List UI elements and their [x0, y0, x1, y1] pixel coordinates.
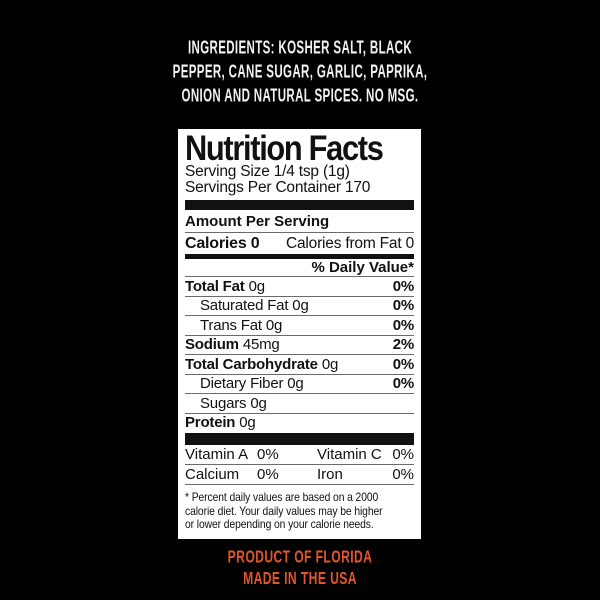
- nutrient-label: Sugars: [200, 394, 247, 412]
- daily-value-header: % Daily Value*: [185, 259, 414, 277]
- nutrient-amount: 0g: [292, 297, 309, 315]
- nutrient-amount: 0g: [287, 375, 304, 393]
- vitamin-row-1: Vitamin A 0% Vitamin C 0%: [185, 445, 414, 465]
- product-of-florida: PRODUCT OF FLORIDA: [227, 548, 373, 568]
- nutrient-amount: 0g: [248, 277, 266, 295]
- nutrient-label: Saturated Fat: [200, 297, 289, 315]
- origin-text: PRODUCT OF FLORIDA MADE IN THE USA: [72, 547, 528, 590]
- daily-value-footnote: * Percent daily values are based on a 20…: [185, 490, 383, 532]
- nutrient-amount: 0g: [265, 316, 283, 334]
- ingredients-line: ONION AND NATURAL SPICES. NO MSG.: [181, 86, 419, 107]
- ingredients-line: PEPPER, CANE SUGAR, GARLIC, PAPRIKA,: [172, 62, 428, 82]
- nutrition-facts-panel: Nutrition Facts Serving Size 1/4 tsp (1g…: [178, 129, 421, 539]
- calories-row: Calories 0 Calories from Fat 0: [185, 233, 414, 254]
- ingredients-line: INGREDIENTS: KOSHER SALT, BLACK: [187, 38, 413, 58]
- calories-from-fat: Calories from Fat 0: [286, 234, 414, 252]
- servings-per-container: Servings Per Container 170: [185, 179, 371, 196]
- calcium-label: Calcium: [185, 466, 240, 483]
- nutrient-label: Trans Fat: [200, 316, 262, 334]
- nutrient-label: Total Carbohydrate: [185, 355, 318, 373]
- nutrient-label: Dietary Fiber: [200, 375, 284, 393]
- calories-value: Calories 0: [185, 234, 260, 252]
- nutrient-amount: 45mg: [242, 336, 280, 354]
- nutrient-row-total-carbohydrate: Total Carbohydrate 0g 0%: [185, 355, 414, 375]
- vitamin-c-value: 0%: [392, 446, 414, 463]
- calcium-value: 0%: [257, 466, 279, 483]
- vitamin-a-label: Vitamin A: [185, 446, 249, 463]
- nutrient-row-total-fat: Total Fat 0g 0%: [185, 277, 414, 297]
- amount-per-serving: Amount Per Serving: [185, 210, 414, 233]
- vitamin-a-value: 0%: [257, 446, 279, 463]
- vitamin-c-label: Vitamin C: [317, 446, 382, 463]
- nutrient-dv: 0%: [392, 355, 414, 373]
- ingredients-text: INGREDIENTS: KOSHER SALT, BLACK PEPPER, …: [84, 36, 516, 108]
- nutrient-amount: 0g: [250, 394, 267, 412]
- iron-value: 0%: [392, 466, 414, 483]
- nutrient-amount: 0g: [321, 355, 339, 373]
- iron-label: Iron: [317, 466, 343, 483]
- footnote-line: calorie diet. Your daily values may be h…: [185, 503, 383, 518]
- nutrient-label: Sodium: [185, 336, 239, 354]
- divider-medium: [185, 254, 414, 259]
- nutrient-row-trans-fat: Trans Fat 0g 0%: [185, 316, 414, 336]
- nutrient-label: Protein: [185, 414, 236, 432]
- divider-thick-top: [185, 200, 414, 210]
- made-in-usa: MADE IN THE USA: [243, 569, 357, 589]
- nutrition-facts-title: Nutrition Facts: [185, 129, 384, 168]
- nutrient-row-sodium: Sodium 45mg 2%: [185, 336, 414, 355]
- nutrient-dv: 0%: [392, 316, 414, 334]
- vitamin-row-2: Calcium 0% Iron 0%: [185, 465, 414, 485]
- serving-size: Serving Size 1/4 tsp (1g): [185, 163, 350, 180]
- nutrient-dv: 0%: [392, 375, 414, 393]
- nutrient-row-sugars: Sugars 0g: [185, 394, 414, 414]
- nutrient-dv: 0%: [392, 297, 414, 315]
- nutrient-dv: 0%: [392, 277, 414, 295]
- footnote-line: * Percent daily values are based on a 20…: [185, 490, 379, 504]
- nutrient-amount: 0g: [239, 414, 256, 432]
- nutrient-dv: 2%: [392, 336, 414, 354]
- nutrient-row-dietary-fiber: Dietary Fiber 0g 0%: [185, 375, 414, 394]
- divider-thick-bottom: [185, 433, 414, 445]
- footnote-line: or lower depending on your calorie needs…: [185, 517, 374, 531]
- nutrient-label: Total Fat: [185, 277, 245, 295]
- nutrient-row-protein: Protein 0g: [185, 414, 414, 433]
- nutrient-row-saturated-fat: Saturated Fat 0g 0%: [185, 297, 414, 316]
